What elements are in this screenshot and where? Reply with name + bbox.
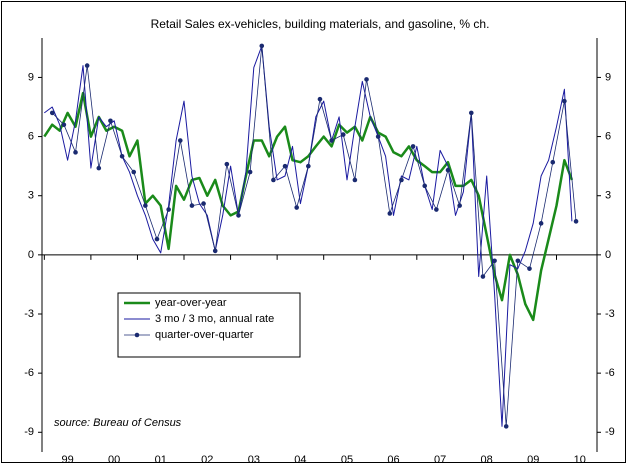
x-tick-label: 00 [108, 454, 120, 465]
x-tick-label: 04 [294, 454, 306, 465]
y2-tick-label: -3 [605, 308, 615, 320]
data-point [201, 201, 206, 206]
y-tick-label: 3 [28, 190, 34, 202]
data-point [562, 98, 567, 104]
y-tick-label: -9 [24, 426, 34, 438]
chart-frame [1, 1, 626, 463]
data-point [73, 150, 78, 155]
x-tick-label: 02 [201, 454, 213, 465]
data-point [259, 43, 265, 49]
y2-tick-label: 3 [605, 190, 611, 202]
x-tick-label: 03 [248, 454, 260, 465]
data-point [143, 203, 148, 208]
data-point [61, 122, 67, 128]
data-point [271, 177, 276, 183]
data-point [352, 177, 358, 183]
data-point [340, 132, 346, 137]
legend-label: year-over-year [155, 297, 227, 309]
data-point [166, 207, 171, 212]
data-point [538, 221, 544, 226]
data-point [189, 203, 195, 208]
data-point [119, 153, 125, 159]
data-point [212, 248, 218, 254]
data-point [515, 258, 521, 264]
data-point [457, 203, 462, 208]
data-point [492, 258, 497, 264]
x-tick-label: 08 [481, 454, 493, 465]
data-point [445, 167, 451, 173]
x-tick-label: 01 [155, 454, 167, 465]
data-point [282, 163, 288, 169]
data-point [480, 274, 486, 279]
series-line [43, 91, 574, 322]
y2-tick-label: -6 [605, 367, 615, 379]
data-point [96, 165, 102, 171]
y2-tick-label: -9 [605, 426, 615, 438]
y-tick-label: -6 [24, 367, 34, 379]
data-point [236, 213, 241, 218]
data-point [375, 134, 381, 139]
x-tick-label: 10 [574, 454, 586, 465]
data-point [434, 207, 439, 212]
data-point [399, 177, 404, 183]
x-tick-label: 05 [341, 454, 353, 465]
y2-tick-label: 9 [605, 71, 611, 83]
y-tick-label: 6 [28, 130, 34, 142]
y-tick-label: 0 [28, 249, 34, 261]
data-point [503, 424, 509, 429]
data-point [422, 183, 428, 189]
data-point [306, 163, 311, 169]
data-point [573, 219, 579, 224]
data-point [177, 138, 183, 143]
data-point [329, 138, 334, 143]
data-point [317, 96, 323, 102]
data-point [294, 205, 299, 210]
x-tick-label: 06 [387, 454, 399, 465]
legend-marker [134, 332, 140, 338]
y2-tick-label: 0 [605, 249, 611, 261]
data-point [154, 236, 160, 242]
data-point [224, 161, 230, 167]
x-tick-label: 99 [61, 454, 73, 465]
y-tick-label: 9 [28, 71, 34, 83]
y-tick-label: -3 [24, 308, 34, 320]
data-point [387, 211, 393, 216]
data-point [84, 63, 90, 68]
data-point [364, 77, 369, 82]
series-line [51, 45, 577, 427]
data-point [527, 266, 532, 271]
data-point [410, 144, 416, 149]
legend-label: 3 mo / 3 mo, annual rate [155, 313, 274, 325]
data-point [108, 118, 113, 124]
data-point [49, 110, 55, 116]
data-point [550, 159, 556, 165]
data-point [468, 110, 474, 116]
data-point [131, 169, 137, 175]
y2-tick-label: 6 [605, 130, 611, 142]
x-tick-label: 07 [434, 454, 446, 465]
data-point [247, 169, 253, 175]
x-tick-label: 09 [527, 454, 539, 465]
legend-label: quarter-over-quarter [155, 329, 254, 341]
source-note: source: Bureau of Census [54, 417, 182, 429]
chart-title: Retail Sales ex-vehicles, building mater… [151, 17, 490, 31]
